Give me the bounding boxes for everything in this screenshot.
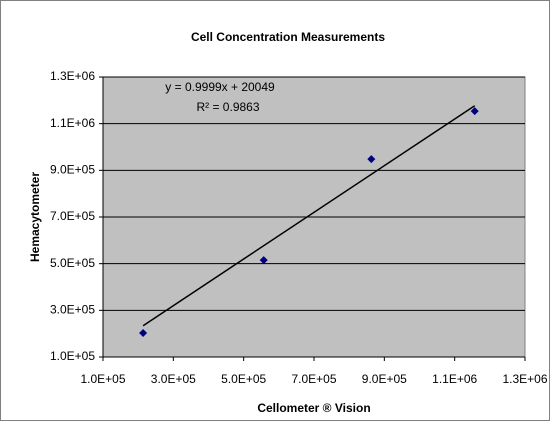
x-tick-label: 3.0E+05 xyxy=(151,372,196,386)
data-point xyxy=(470,107,479,116)
y-tick-label: 1.3E+06 xyxy=(50,69,95,83)
trendline-equation: y = 0.9999x + 20049 xyxy=(165,80,275,94)
data-point xyxy=(139,328,148,337)
x-tick-label: 1.0E+05 xyxy=(80,372,125,386)
trendline xyxy=(142,105,476,327)
x-tick-label: 7.0E+05 xyxy=(291,372,336,386)
y-tick-label: 1.1E+06 xyxy=(50,116,95,130)
y-tick-label: 9.0E+05 xyxy=(50,163,95,177)
chart-title: Cell Concentration Measurements xyxy=(191,30,385,44)
x-tick-label: 5.0E+05 xyxy=(221,372,266,386)
x-tick-label: 1.1E+06 xyxy=(432,372,477,386)
y-tick-label: 5.0E+05 xyxy=(50,256,95,270)
y-tick-label: 3.0E+05 xyxy=(50,303,95,317)
data-point xyxy=(259,256,268,265)
x-tick-label: 1.3E+06 xyxy=(502,372,547,386)
x-tick-label: 9.0E+05 xyxy=(362,372,407,386)
y-tick-label: 1.0E+05 xyxy=(50,349,95,363)
data-point xyxy=(367,155,376,164)
trendline-r-squared: R² = 0.9863 xyxy=(196,100,259,114)
x-axis-title: Cellometer ® Vision xyxy=(257,401,370,415)
y-axis-title: Hemacytometer xyxy=(28,172,42,262)
y-tick-label: 7.0E+05 xyxy=(50,209,95,223)
